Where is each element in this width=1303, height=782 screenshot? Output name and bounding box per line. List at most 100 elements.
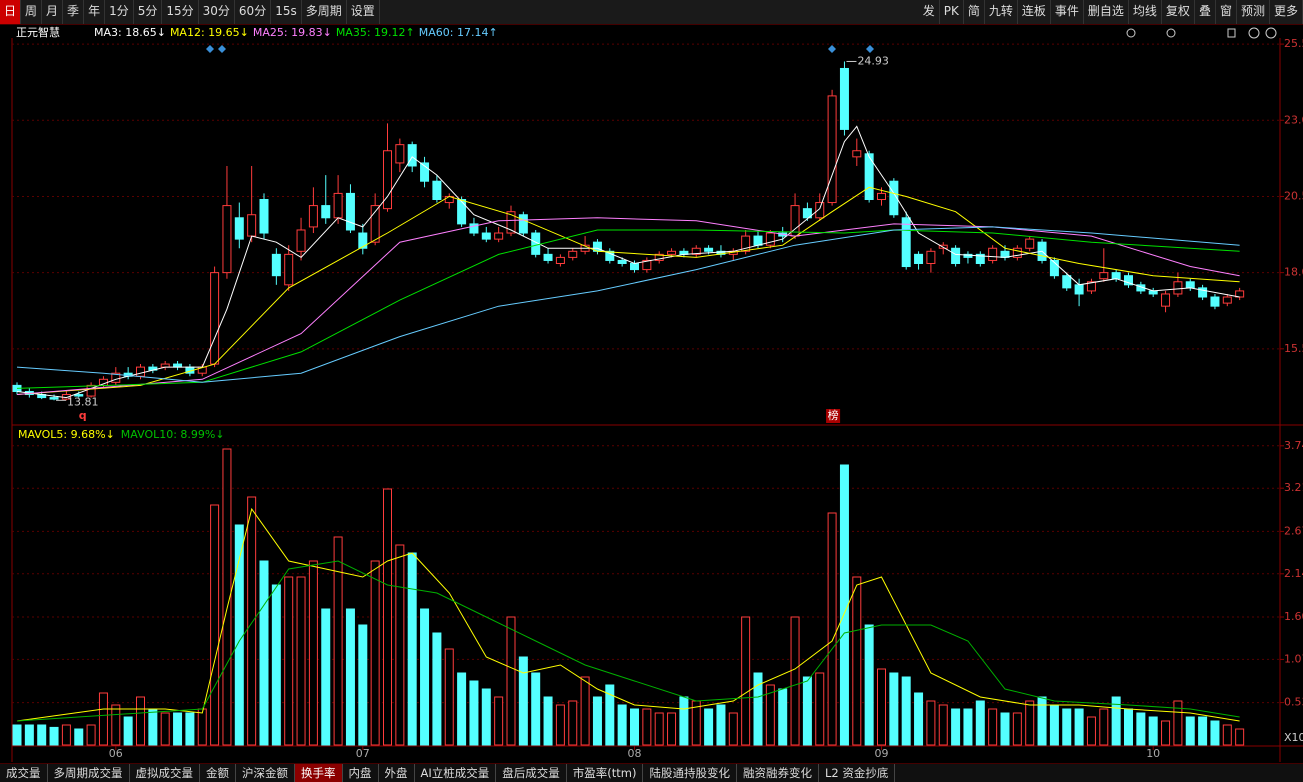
volume-bar [1012,712,1022,746]
volume-bar [506,616,516,746]
tab[interactable]: 外盘 [379,764,415,782]
tab[interactable]: 陆股通持股变化 [643,764,737,782]
volume-bar [185,712,195,746]
toolbar-button[interactable]: 发 [919,0,940,24]
volume-bar [1049,704,1059,746]
y-tick-label: 0.53 [1284,696,1303,709]
line-series [16,125,1240,399]
toolbar-button[interactable]: 均线 [1129,0,1162,24]
tab[interactable]: 盘后成交量 [496,764,567,782]
candle-body [74,394,84,397]
toolbar-button[interactable]: 九转 [985,0,1018,24]
volume-bar [222,448,232,746]
toolbar-button[interactable]: 复权 [1162,0,1195,24]
x-tick-label: 07 [356,747,370,760]
toolbar-button[interactable]: 事件 [1051,0,1084,24]
volume-bar [654,712,664,746]
tab[interactable]: 融资融券变化 [737,764,819,782]
candle-body [49,397,59,400]
chart-area: 正元智慧 MA3: 18.65↓ MA12: 19.65↓ MA25: 19.83↓ M… [11,25,1303,762]
tab[interactable]: 金额 [200,764,236,782]
volume-bar [827,512,837,746]
x-tick-label: 09 [875,747,889,760]
toolbar-button[interactable]: 月 [42,0,64,24]
toolbar: 日周月季年 1分 5分 15分 30分 60分 15s 多周期 设置 发 PK 简九转 连板 事件 删自选均… [0,0,1303,25]
toolbar-button[interactable]: 更多 [1270,0,1303,24]
tab[interactable]: 内盘 [343,764,379,782]
volume-bar [543,696,553,746]
volume-bar [1173,700,1183,746]
volume-bar [901,676,911,746]
toolbar-button[interactable]: 简 [964,0,985,24]
volume-bar [308,560,318,746]
volume-bar [1198,716,1208,746]
volume-bar [1086,716,1096,746]
tab[interactable]: 虚拟成交量 [130,764,200,782]
candle-body [1124,275,1133,286]
volume-bar [1111,696,1121,746]
scale-label: X10 [1284,731,1303,744]
toolbar-button[interactable]: 60分 [235,0,272,24]
volume-bar [481,688,491,746]
volume-bar [111,704,121,746]
toolbar-button[interactable]: 窗 [1216,0,1237,24]
toolbar-button[interactable]: 周 [21,0,43,24]
candle-body [852,150,862,158]
tab[interactable]: 成交量 [0,764,48,782]
toolbar-button[interactable]: 设置 [347,0,380,24]
toolbar-button[interactable]: 连板 [1018,0,1051,24]
markers [206,45,874,53]
toolbar-button[interactable]: 15s [271,0,302,24]
candle-body [481,232,491,240]
candle-body [988,247,998,261]
volume-bar [679,696,689,746]
toolbar-button[interactable]: 5分 [134,0,163,24]
toolbar-button[interactable]: 日 [0,0,22,24]
tab[interactable]: 沪深金额 [236,764,295,782]
candle-body [494,232,504,240]
volume-bar [1074,708,1084,746]
toolbar-button[interactable]: 年 [84,0,106,24]
toolbar-button[interactable]: 叠 [1195,0,1216,24]
line-series [16,226,1240,383]
marker [206,45,214,53]
volume-bar [790,616,800,746]
y-tick-label: 3.21 [1284,481,1303,494]
volume-bar [123,716,133,746]
toolbar-button[interactable]: 1分 [105,0,134,24]
candle-body [234,217,244,240]
candle-body [951,247,961,264]
toolbar-button[interactable]: 删自选 [1084,0,1129,24]
tab[interactable]: L2 资金抄底 [819,764,896,782]
candle-body [358,232,368,249]
bottom-tabs: 成交量 多周期成交量 虚拟成交量 金额 沪深金额 换手率 内盘 外盘 AI立桩成交量 盘后成交量市… [0,763,1303,782]
tab[interactable]: 多周期成交量 [48,764,130,782]
toolbar-button[interactable]: 15分 [162,0,199,24]
volume-bar [12,724,22,746]
candle-body [333,192,343,219]
ma-legend: MA12: 19.65↓ [170,26,249,39]
toolbar-button[interactable]: 预测 [1237,0,1270,24]
candle-body [691,247,701,255]
volume-bar [753,672,763,746]
candle-body [839,67,849,130]
y-tick-label: 1.07 [1284,652,1303,665]
candle-body [568,250,578,258]
tab[interactable]: 市盈率(ttm) [567,764,644,782]
marker [828,45,836,53]
toolbar-button[interactable]: 多周期 [302,0,347,24]
volume-bar [420,608,430,746]
candle-body [630,262,639,271]
toolbar-button[interactable]: PK [940,0,964,24]
candle-body [1173,281,1183,295]
volume-bar [1099,708,1109,746]
volume-bar [1235,728,1245,746]
toolbar-button[interactable]: 季 [63,0,85,24]
toolbar-button[interactable]: 30分 [199,0,235,24]
volume-bar [98,692,108,746]
volume-bar [1062,708,1072,746]
tab[interactable]: AI立桩成交量 [415,764,497,782]
tab[interactable]: 换手率 [295,764,343,782]
candle-body [259,199,269,234]
